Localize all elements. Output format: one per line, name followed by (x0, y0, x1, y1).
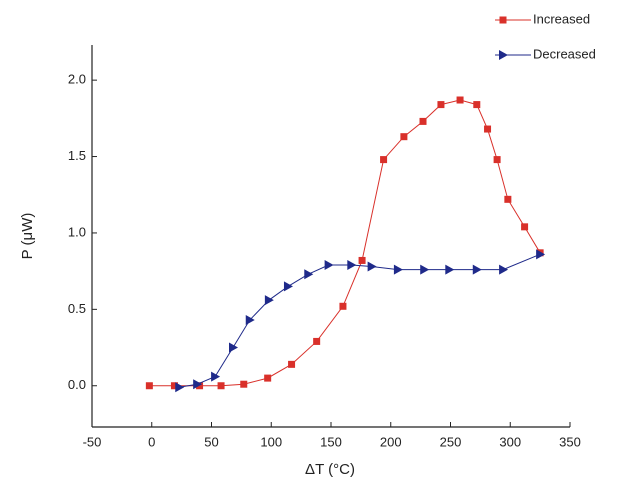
marker (264, 375, 271, 382)
marker (504, 196, 511, 203)
y-tick-label: 1.0 (68, 224, 86, 239)
x-tick-label: 250 (440, 434, 462, 449)
marker (484, 126, 491, 133)
marker (146, 382, 153, 389)
marker (288, 361, 295, 368)
marker (494, 156, 501, 163)
marker (313, 338, 320, 345)
y-tick-label: 2.0 (68, 72, 86, 87)
marker (240, 381, 247, 388)
marker (400, 133, 407, 140)
background (0, 0, 622, 487)
marker (359, 257, 366, 264)
chart: ΔT (°C) P (μW) -50 0 50 100 150 200 250 300 350 0… (0, 0, 622, 487)
x-tick-label: 0 (148, 434, 155, 449)
marker (437, 101, 444, 108)
y-tick-label: 1.5 (68, 148, 86, 163)
marker (500, 17, 507, 24)
marker (457, 97, 464, 104)
x-axis-label: ΔT (°C) (305, 461, 355, 478)
x-tick-label: 50 (204, 434, 218, 449)
legend-label: Decreased (533, 46, 596, 61)
y-tick-label: 0.0 (68, 377, 86, 392)
x-tick-label: -50 (83, 434, 102, 449)
marker (473, 101, 480, 108)
x-tick-label: 300 (499, 434, 521, 449)
marker (339, 303, 346, 310)
marker (420, 118, 427, 125)
x-tick-label: 100 (260, 434, 282, 449)
marker (380, 156, 387, 163)
x-tick-label: 350 (559, 434, 581, 449)
x-tick-label: 200 (380, 434, 402, 449)
marker (521, 223, 528, 230)
legend-label: Increased (533, 11, 590, 26)
marker (218, 382, 225, 389)
y-axis-label: P (μW) (19, 213, 36, 260)
x-tick-label: 150 (320, 434, 342, 449)
y-tick-label: 0.5 (68, 301, 86, 316)
